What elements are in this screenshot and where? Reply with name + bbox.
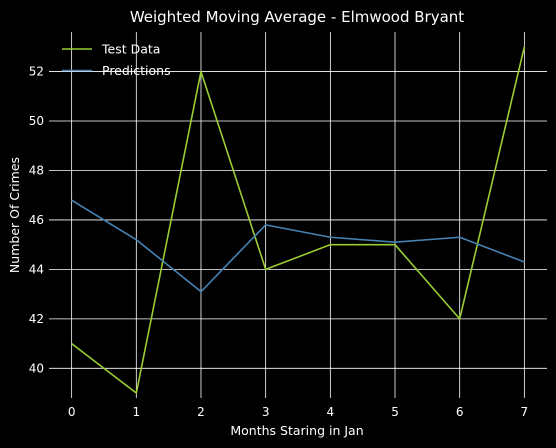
series-line-predictions [71, 199, 525, 293]
y-tick-label: 48 [29, 163, 44, 177]
y-tick-labels: 40 42 44 46 48 50 52 [29, 65, 44, 376]
x-tick-label: 3 [262, 405, 270, 419]
legend: Test Data Predictions [62, 42, 171, 78]
x-tick-label: 0 [68, 405, 76, 419]
x-tick-label: 4 [327, 405, 335, 419]
y-tick-label: 40 [29, 361, 44, 375]
y-tick-label: 42 [29, 312, 44, 326]
x-tick-label: 2 [197, 405, 205, 419]
series-line-test-data [71, 46, 526, 394]
y-tick-label: 50 [29, 114, 44, 128]
x-tick-labels: 0 1 2 3 4 5 6 7 [68, 405, 528, 419]
legend-label-predictions: Predictions [102, 63, 171, 78]
y-tick-label: 46 [29, 213, 44, 227]
x-tick-label: 1 [132, 405, 140, 419]
series-lines [71, 46, 526, 394]
x-axis-label: Months Staring in Jan [230, 423, 363, 438]
grid-lines [49, 32, 547, 398]
y-tick-label: 44 [29, 262, 44, 276]
x-tick-label: 6 [456, 405, 464, 419]
chart-title: Weighted Moving Average - Elmwood Bryant [130, 8, 464, 26]
y-axis-label: Number Of Crimes [7, 157, 22, 273]
x-tick-label: 7 [521, 405, 529, 419]
x-tick-label: 5 [391, 405, 399, 419]
legend-label-test-data: Test Data [101, 42, 160, 57]
y-tick-label: 52 [29, 65, 44, 79]
